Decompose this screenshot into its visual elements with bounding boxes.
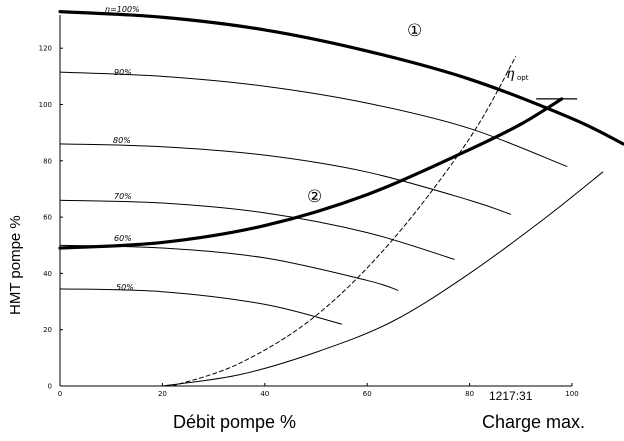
y-axis-title: HMT pompe % <box>7 215 24 315</box>
x-tick-label: 20 <box>158 390 167 398</box>
pump-curve <box>59 244 399 291</box>
marker-curve-1: ① <box>407 21 422 41</box>
pump-curve <box>59 143 512 215</box>
x-axis-title: Débit pompe % <box>173 412 296 432</box>
pump-curve <box>59 71 568 167</box>
pump-curve-100 <box>58 10 624 146</box>
speed-label-90: 90% <box>114 68 132 77</box>
speed-label-80: 80% <box>113 136 131 145</box>
x-tick-label: 80 <box>465 390 474 398</box>
marker-curve-2: ② <box>307 187 322 207</box>
speed-label-60: 60% <box>114 234 132 243</box>
x-tick-label: 0 <box>58 390 62 398</box>
charge-max-label: Charge max. <box>482 412 585 432</box>
pump-curve <box>59 199 455 260</box>
y-tick-label: 40 <box>43 270 52 278</box>
speed-label-50: 50% <box>116 283 134 292</box>
y-tick-label: 60 <box>43 214 52 222</box>
limit-curve <box>161 171 604 387</box>
y-tick-label: 100 <box>39 101 52 109</box>
x-tick-label: 100 <box>565 390 578 398</box>
efficiency-curve <box>172 56 517 387</box>
x-tick-label: 40 <box>260 390 269 398</box>
x-tick-label: 60 <box>363 390 372 398</box>
y-tick-label: 20 <box>43 326 52 334</box>
y-tick-label: 80 <box>43 157 52 165</box>
y-tick-label: 120 <box>39 45 52 53</box>
axis-ticks: 0 20 40 60 80 100 0 20 40 60 80 100 120 <box>39 45 579 398</box>
efficiency-sub-label: opt <box>517 74 529 82</box>
speed-label-70: 70% <box>114 192 132 201</box>
curves-group <box>58 10 624 387</box>
speed-label-100: n=100% <box>105 5 140 14</box>
pump-curve <box>59 288 343 325</box>
system-curve <box>58 97 564 250</box>
efficiency-label: η <box>506 66 515 82</box>
figure-code: 1217:31 <box>489 389 533 403</box>
y-tick-label: 0 <box>48 383 52 391</box>
